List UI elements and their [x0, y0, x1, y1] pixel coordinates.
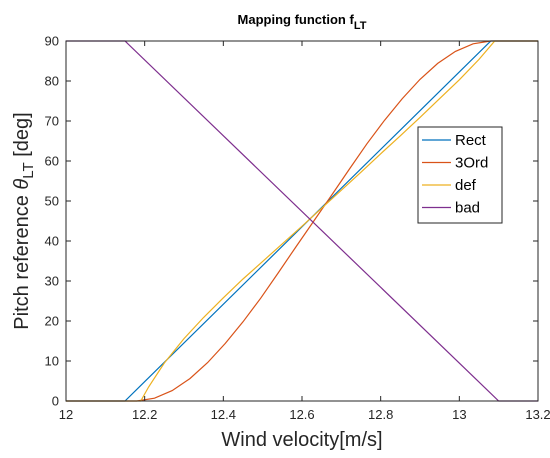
- x-tick-label: 12.8: [368, 407, 393, 422]
- x-tick-label: 13.2: [525, 407, 550, 422]
- y-tick-label: 40: [45, 234, 59, 249]
- axes-layer: 12 12.2 12.4 12.6 12.8 13 13.2 0 10 20 30 40 50 60 70 8…: [45, 34, 550, 423]
- series-line-def: [66, 40, 538, 402]
- chart-title: Mapping function fLT: [238, 12, 367, 32]
- y-tick-label: 80: [45, 74, 59, 89]
- y-tick-label: 20: [45, 314, 59, 329]
- legend-label-rect: Rect: [455, 132, 487, 149]
- y-tick-label: 90: [45, 34, 59, 49]
- y-tick-label: 10: [45, 354, 59, 369]
- y-tick-label: 50: [45, 194, 59, 209]
- y-tick-label: 60: [45, 154, 59, 169]
- legend-label-bad: bad: [455, 200, 480, 217]
- x-tick-label: 13: [452, 407, 466, 422]
- x-tick-label: 12.6: [289, 407, 314, 422]
- x-tick-label: 12.4: [211, 407, 236, 422]
- series-line-3ord: [66, 40, 538, 402]
- x-axis-label: Wind velocity[m/s]: [221, 429, 382, 451]
- y-tick-label: 30: [45, 274, 59, 289]
- y-tick-label: 70: [45, 114, 59, 129]
- legend-label-3ord: 3Ord: [455, 155, 488, 172]
- x-tick-label: 12.2: [132, 407, 157, 422]
- legend: Rect 3Ord def bad: [417, 126, 503, 224]
- legend-label-def: def: [455, 177, 477, 194]
- y-tick-label: 0: [52, 394, 59, 409]
- y-axis-label: Pitch reference θLT [deg]: [11, 112, 37, 329]
- x-tick-label: 12: [59, 407, 73, 422]
